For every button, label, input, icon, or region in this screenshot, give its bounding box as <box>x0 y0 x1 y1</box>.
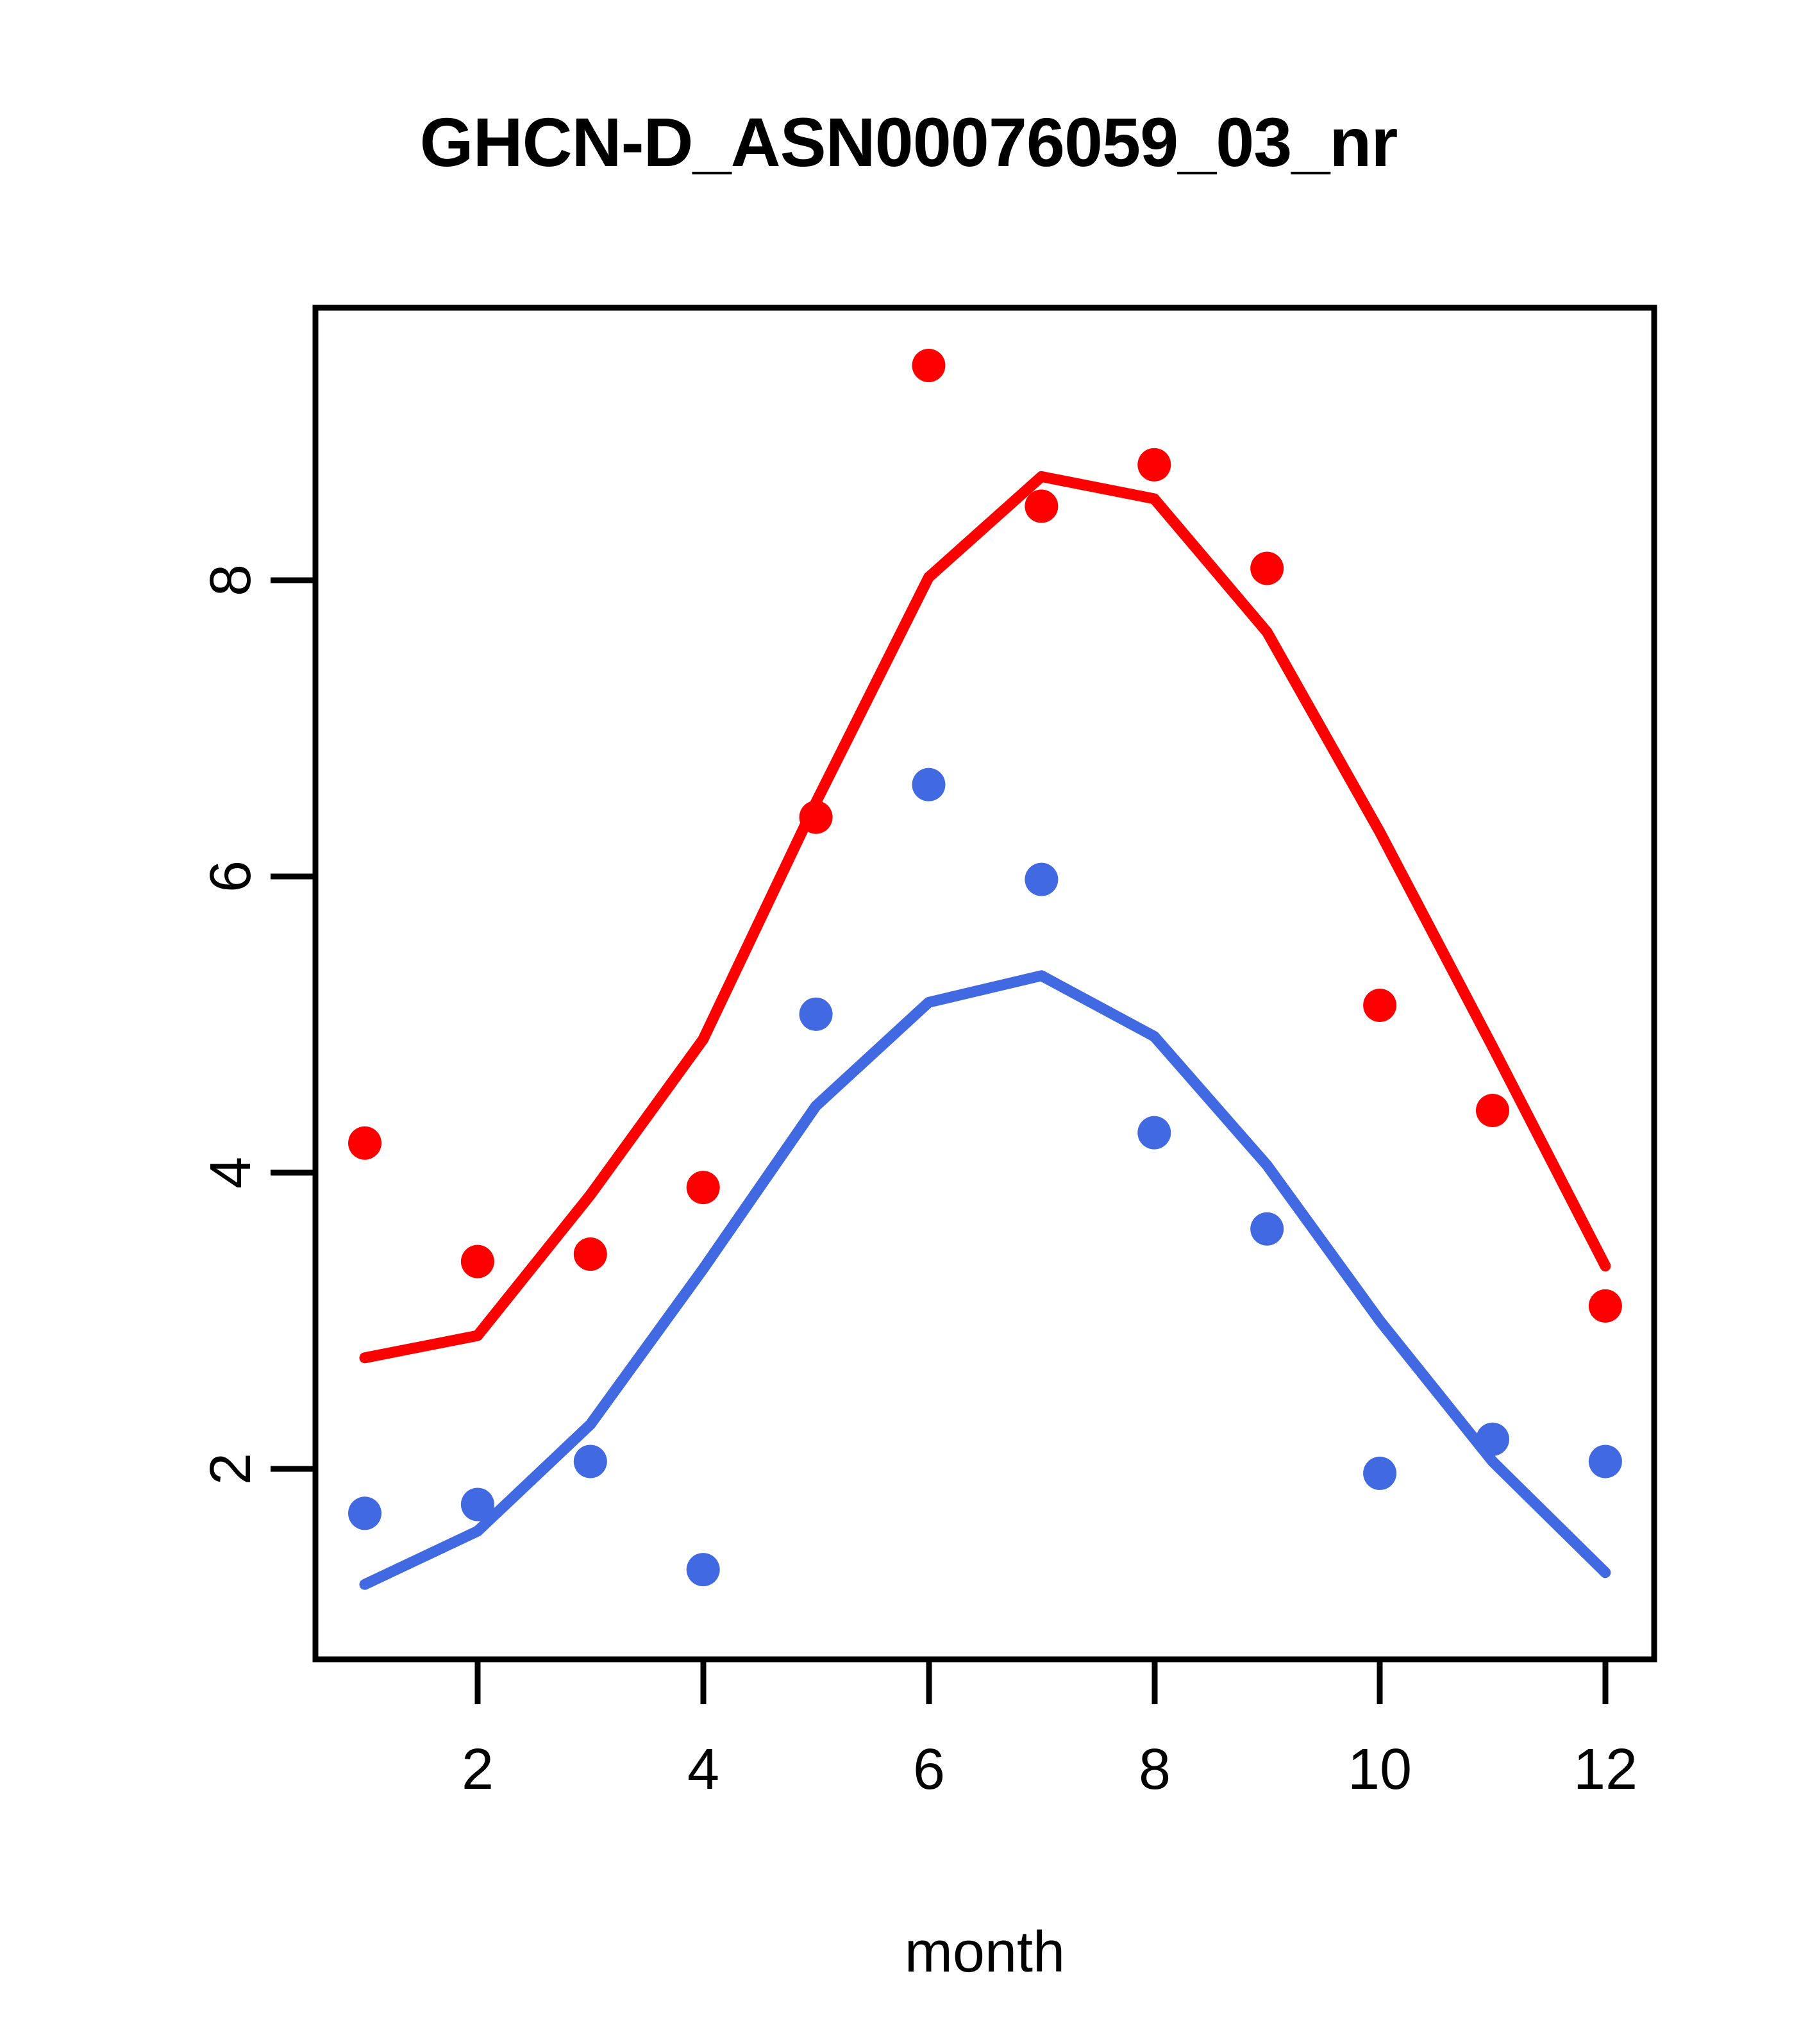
red-line <box>359 471 1611 1364</box>
x-tick-label-6: 6 <box>913 1738 945 1802</box>
y-tick-label-6: 6 <box>199 860 263 892</box>
data-point <box>1476 1093 1509 1127</box>
y-axis-tick-labels: 8 6 4 2 <box>199 564 263 1485</box>
data-point <box>1137 448 1171 482</box>
y-tick-label-2: 2 <box>199 1453 263 1485</box>
x-tick-label-12: 12 <box>1573 1738 1637 1802</box>
x-tick-label-10: 10 <box>1348 1738 1412 1802</box>
x-tick-label-8: 8 <box>1139 1738 1171 1802</box>
red-line-series <box>359 471 1611 1364</box>
data-point <box>1250 551 1284 585</box>
data-point <box>1588 1445 1622 1479</box>
data-point <box>1476 1422 1509 1456</box>
data-point <box>799 800 833 834</box>
data-point <box>799 997 833 1031</box>
y-tick-label-8: 8 <box>199 564 263 596</box>
x-axis-ticks <box>474 1659 1609 1704</box>
x-tick-label-2: 2 <box>462 1738 494 1802</box>
data-point <box>573 1237 607 1271</box>
blue-point-series <box>348 767 1622 1587</box>
y-tick-label-4: 4 <box>199 1157 263 1189</box>
data-point <box>1250 1212 1284 1246</box>
data-point <box>1025 489 1059 523</box>
blue-line-series <box>359 970 1611 1590</box>
data-point <box>1025 862 1059 896</box>
data-point <box>573 1445 607 1479</box>
x-axis-tick-labels: 2 4 6 8 10 12 <box>462 1738 1637 1802</box>
y-axis-ticks <box>271 577 315 1472</box>
plot-frame <box>312 305 1657 1663</box>
data-point <box>912 767 946 801</box>
data-point <box>1588 1289 1622 1323</box>
data-point <box>1363 988 1397 1022</box>
x-tick-label-4: 4 <box>687 1738 719 1802</box>
data-point <box>460 1244 494 1278</box>
red-point-series <box>348 349 1622 1323</box>
data-point <box>686 1171 720 1205</box>
data-point <box>686 1553 720 1587</box>
blue-line <box>359 970 1611 1590</box>
data-point <box>1137 1116 1171 1150</box>
x-axis-title: month <box>905 1920 1065 1984</box>
data-point <box>912 349 946 383</box>
data-point <box>348 1126 381 1160</box>
data-point <box>1363 1456 1397 1490</box>
data-point <box>460 1487 494 1521</box>
data-point <box>348 1496 381 1530</box>
page-title: GHCN-D_ASN00076059_03_nr <box>419 103 1398 181</box>
